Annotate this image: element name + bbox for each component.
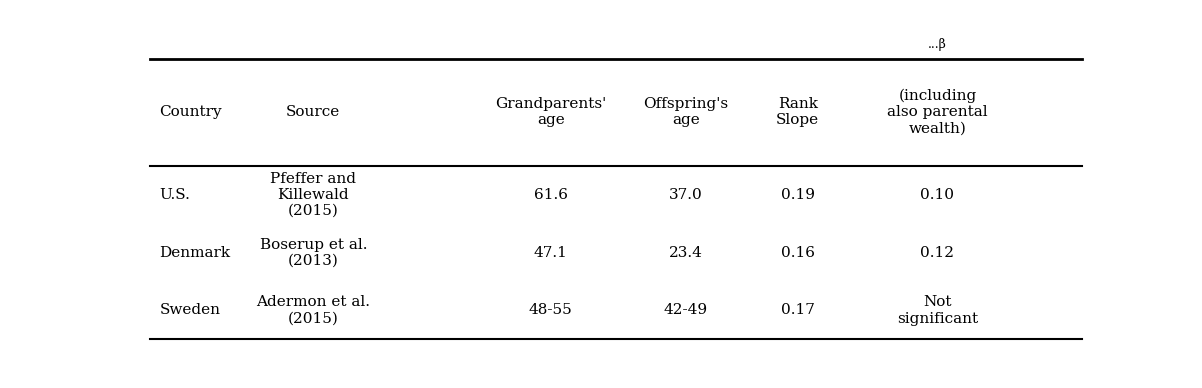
Text: Source: Source: [286, 105, 340, 119]
Text: 37.0: 37.0: [670, 188, 703, 202]
Text: Not
significant: Not significant: [897, 295, 978, 326]
Text: Sweden: Sweden: [160, 303, 220, 317]
Text: ...β: ...β: [928, 38, 947, 51]
Text: 42-49: 42-49: [664, 303, 708, 317]
Text: Denmark: Denmark: [160, 246, 231, 260]
Text: 48-55: 48-55: [529, 303, 572, 317]
Text: 0.19: 0.19: [780, 188, 815, 202]
Text: 0.17: 0.17: [781, 303, 815, 317]
Text: 0.10: 0.10: [921, 188, 954, 202]
Text: 61.6: 61.6: [534, 188, 567, 202]
Text: Offspring's
age: Offspring's age: [643, 97, 728, 127]
Text: Grandparents'
age: Grandparents' age: [495, 97, 607, 127]
Text: U.S.: U.S.: [160, 188, 190, 202]
Text: Adermon et al.
(2015): Adermon et al. (2015): [256, 295, 370, 326]
Text: Pfeffer and
Killewald
(2015): Pfeffer and Killewald (2015): [270, 172, 356, 218]
Text: 0.12: 0.12: [921, 246, 954, 260]
Text: 47.1: 47.1: [534, 246, 567, 260]
Text: Boserup et al.
(2013): Boserup et al. (2013): [260, 237, 367, 268]
Text: 23.4: 23.4: [670, 246, 703, 260]
Text: (including
also parental
wealth): (including also parental wealth): [887, 89, 988, 136]
Text: Country: Country: [160, 105, 222, 119]
Text: 0.16: 0.16: [780, 246, 815, 260]
Text: Rank
Slope: Rank Slope: [776, 97, 820, 127]
